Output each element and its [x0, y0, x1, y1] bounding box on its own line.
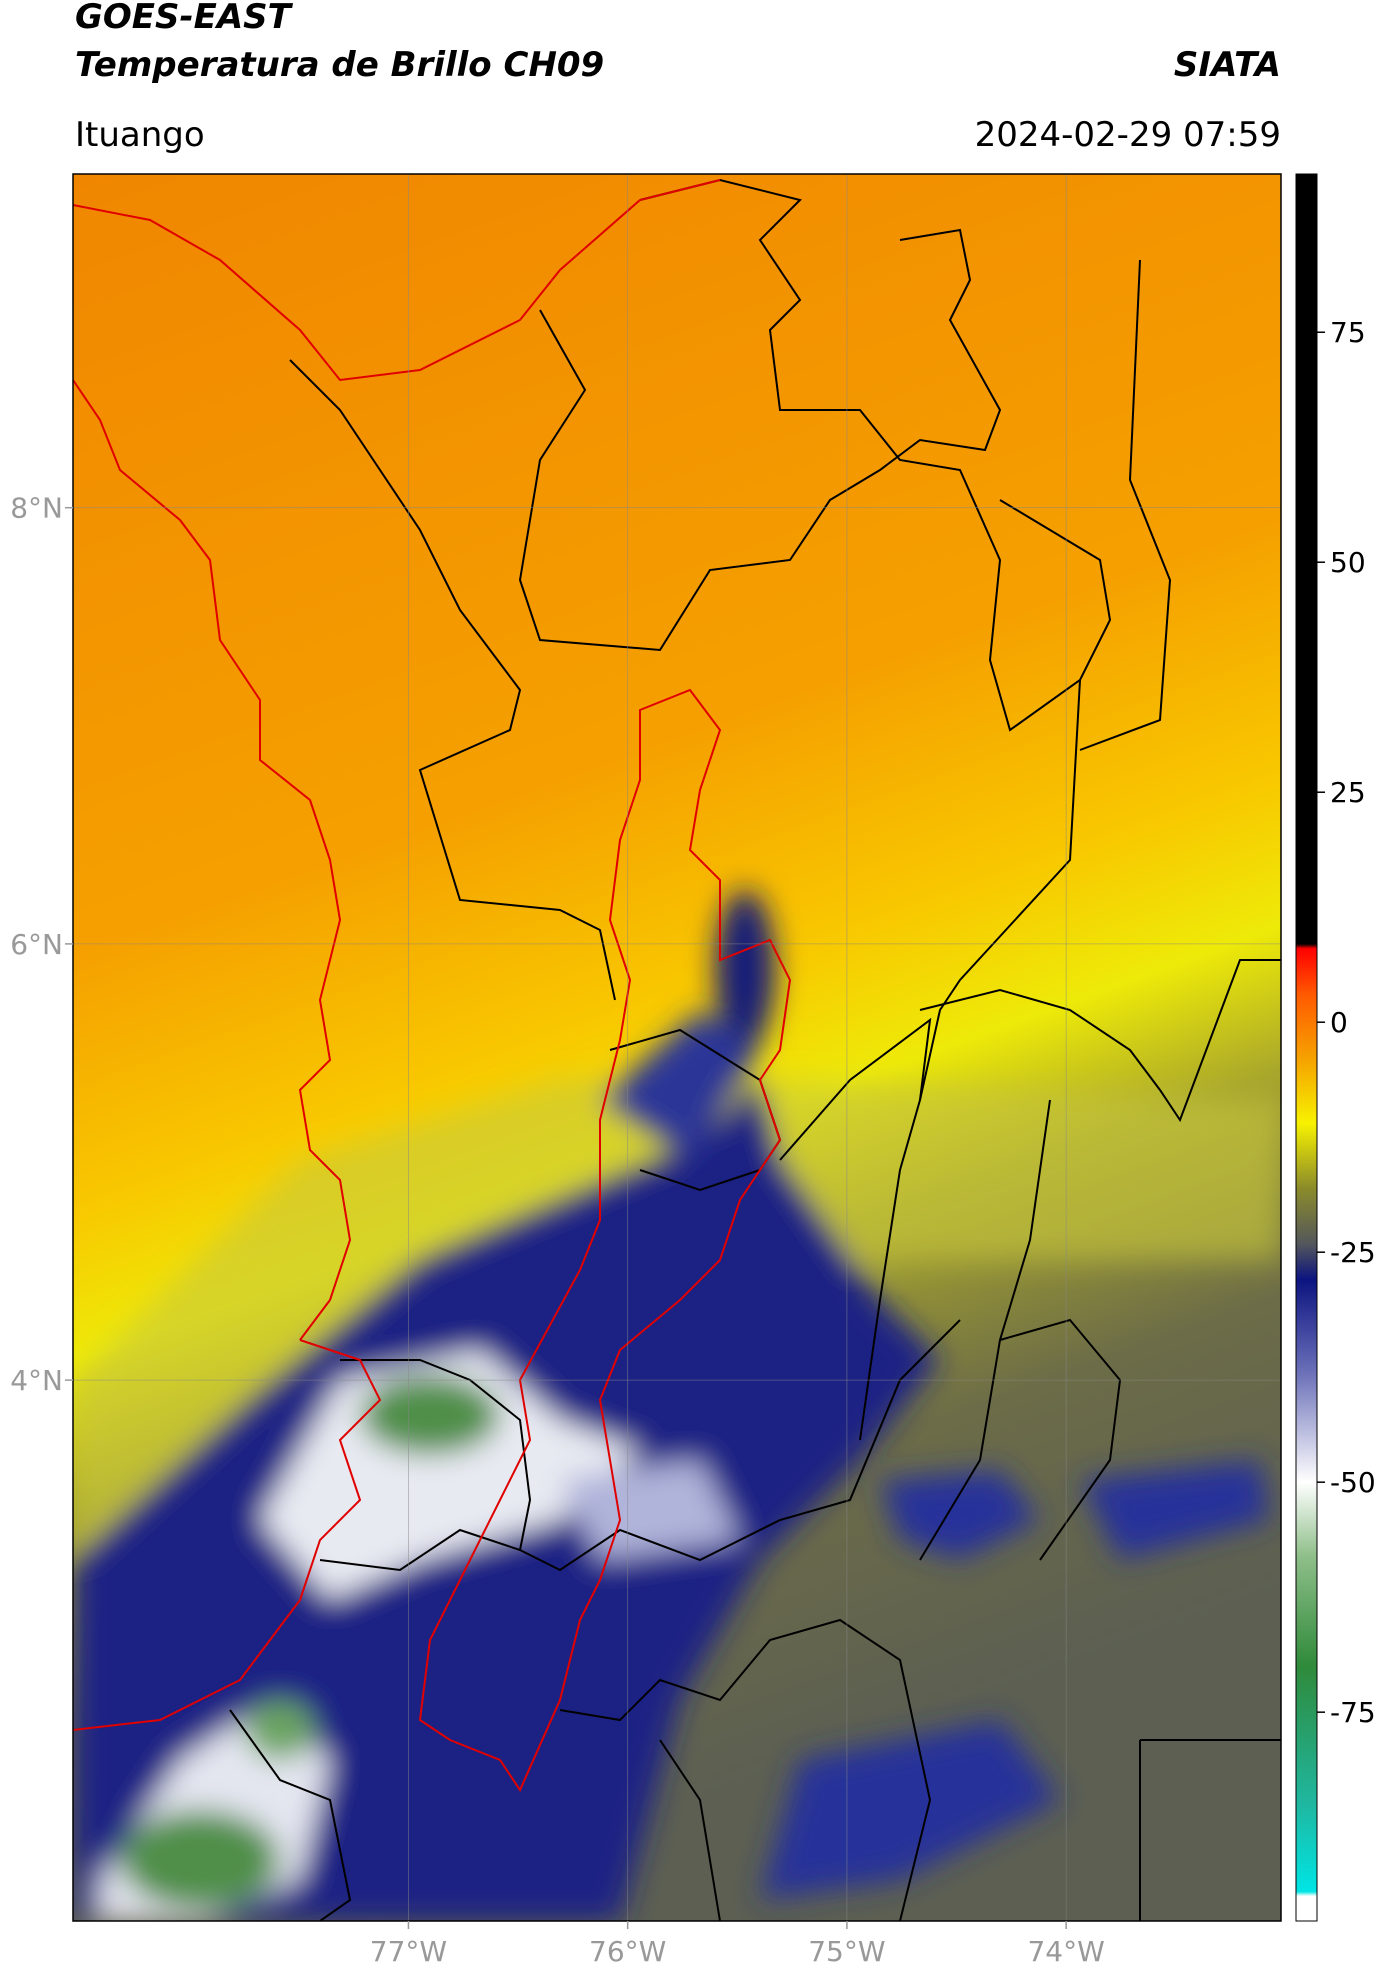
colorbar-tick-label: -75: [1330, 1696, 1376, 1729]
colorbar-tick-label: 50: [1330, 546, 1366, 579]
x-tick-label: 77°W: [370, 1935, 447, 1968]
y-tick-label: 4°N: [10, 1364, 63, 1397]
colorbar-tick-label: -25: [1330, 1236, 1376, 1269]
x-tick-label: 74°W: [1027, 1935, 1104, 1968]
colorbar: 75 50 25 0 -25 -50 -75: [1295, 173, 1376, 1922]
y-tick-label: 6°N: [10, 928, 63, 961]
x-tick-label: 76°W: [589, 1935, 666, 1968]
coastline-and-basin: [73, 179, 792, 1793]
grid: [73, 174, 1281, 1921]
admin-borders: [229, 178, 1281, 1921]
colorbar-tick-label: -50: [1330, 1466, 1376, 1499]
location: Ituango: [75, 115, 205, 155]
colorbar-tick-label: 25: [1330, 776, 1366, 809]
cloud-imagery: [73, 890, 1281, 1921]
subtitle: Temperatura de Brillo CH09: [75, 45, 604, 85]
map-image: [73, 174, 1281, 1921]
colorbar-tick-label: 0: [1330, 1006, 1348, 1039]
boundaries: [73, 178, 1281, 1921]
datetime: 2024-02-29 07:59: [975, 115, 1281, 155]
title: GOES-EAST: [75, 0, 294, 37]
agency: SIATA: [1174, 45, 1281, 85]
colorbar-bar: [1295, 173, 1318, 1922]
colorbar-tick-label: 75: [1330, 316, 1366, 349]
map-frame: [72, 173, 1282, 1922]
x-tick-label: 75°W: [808, 1935, 885, 1968]
y-tick-label: 8°N: [10, 492, 63, 525]
